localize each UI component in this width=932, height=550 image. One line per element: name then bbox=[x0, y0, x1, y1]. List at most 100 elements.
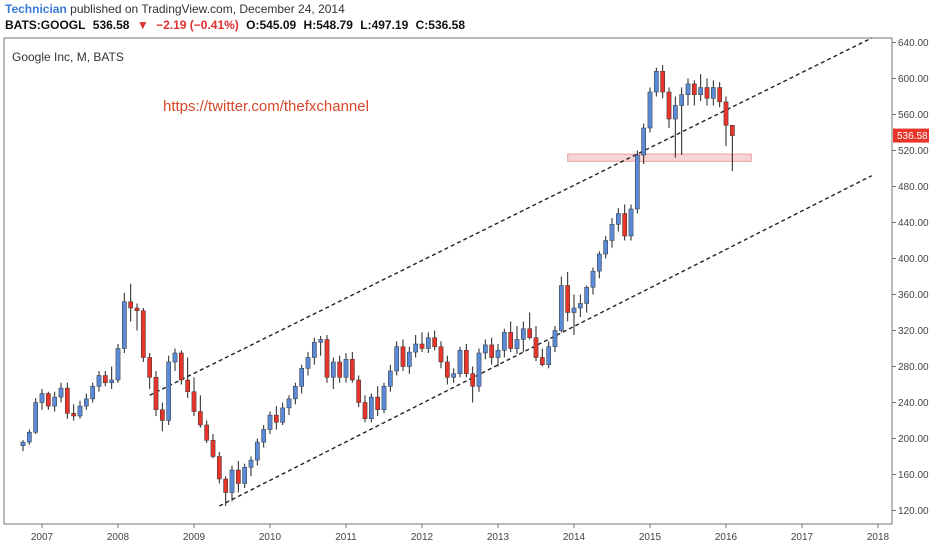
zone-rect bbox=[567, 153, 752, 162]
candle bbox=[647, 87, 653, 133]
y-tick-label: 560.00 bbox=[898, 110, 929, 121]
candle bbox=[489, 337, 495, 365]
candle-body bbox=[337, 361, 343, 378]
candle-body bbox=[584, 287, 590, 304]
candle bbox=[653, 67, 659, 97]
candle bbox=[102, 371, 108, 387]
candle-body bbox=[438, 346, 444, 363]
candle-body bbox=[343, 359, 349, 378]
candle bbox=[691, 80, 697, 106]
candle bbox=[77, 400, 83, 419]
candle-body bbox=[178, 352, 184, 381]
watermark-url: https://twitter.com/thefxchannel bbox=[163, 98, 369, 115]
candle-body bbox=[527, 328, 533, 338]
x-tick-label: 2013 bbox=[487, 532, 510, 543]
candle-body bbox=[356, 379, 362, 403]
candle bbox=[216, 452, 222, 484]
candle bbox=[311, 337, 317, 365]
candle-body bbox=[58, 387, 64, 398]
close-value: 536.58 bbox=[428, 18, 465, 32]
x-tick-label: 2011 bbox=[335, 532, 357, 543]
x-tick-label: 2008 bbox=[107, 532, 130, 543]
candle-body bbox=[672, 105, 678, 120]
candle-body bbox=[590, 270, 596, 288]
y-tick-label: 360.00 bbox=[898, 290, 929, 301]
candle bbox=[432, 330, 438, 351]
y-tick-label: 200.00 bbox=[898, 434, 929, 445]
candle-body bbox=[185, 379, 191, 392]
candle bbox=[463, 344, 469, 378]
candle bbox=[438, 341, 444, 369]
x-tick-label: 2018 bbox=[867, 532, 890, 543]
candle-body bbox=[229, 469, 235, 493]
candle bbox=[729, 125, 735, 172]
candle bbox=[286, 395, 292, 416]
candle bbox=[52, 391, 58, 412]
candle bbox=[698, 74, 704, 101]
candle bbox=[394, 341, 400, 376]
candle-body bbox=[96, 375, 102, 387]
candle-body bbox=[134, 307, 140, 311]
x-tick-label: 2016 bbox=[715, 532, 738, 543]
candle-body bbox=[622, 213, 628, 237]
candle-body bbox=[641, 127, 647, 156]
candle bbox=[660, 65, 666, 99]
candle-body bbox=[647, 91, 653, 129]
candle bbox=[552, 326, 558, 353]
candle-body bbox=[102, 375, 108, 383]
candle-body bbox=[77, 405, 83, 417]
candle-body bbox=[546, 346, 552, 365]
candle-body bbox=[147, 357, 153, 378]
y-tick-label: 600.00 bbox=[898, 74, 929, 85]
candle-body bbox=[495, 350, 501, 358]
candle bbox=[273, 406, 279, 430]
ohlc-line: BATS:GOOGL 536.58 ▼ −2.19 (−0.41%) O:545… bbox=[5, 18, 469, 32]
candle-body bbox=[26, 431, 32, 443]
candle bbox=[64, 382, 70, 419]
down-arrow-icon: ▼ bbox=[136, 18, 149, 32]
candle-body bbox=[457, 350, 463, 374]
candle bbox=[153, 371, 159, 416]
candle-body bbox=[451, 373, 457, 378]
candle-body bbox=[660, 71, 666, 93]
candle bbox=[482, 339, 488, 360]
candle-body bbox=[723, 101, 729, 126]
candle-body bbox=[20, 441, 26, 446]
author-link[interactable]: Technician bbox=[5, 2, 67, 16]
candle-body bbox=[470, 373, 476, 387]
candle-body bbox=[539, 357, 545, 365]
y-tick-label: 240.00 bbox=[898, 398, 929, 409]
x-tick-label: 2014 bbox=[563, 532, 586, 543]
y-tick-label: 160.00 bbox=[898, 470, 929, 481]
candle bbox=[501, 328, 507, 358]
candle bbox=[45, 391, 51, 410]
candle-body bbox=[280, 407, 286, 423]
candle-body bbox=[710, 87, 716, 99]
candle-body bbox=[166, 361, 172, 421]
candle bbox=[349, 352, 355, 383]
candle bbox=[520, 321, 526, 353]
candle-body bbox=[501, 332, 507, 351]
candle bbox=[121, 292, 127, 353]
candle bbox=[679, 87, 685, 155]
candle bbox=[457, 346, 463, 378]
trendline bbox=[149, 37, 872, 396]
candle bbox=[577, 294, 583, 317]
candle bbox=[362, 395, 368, 423]
y-tick-label: 120.00 bbox=[898, 506, 929, 517]
candle-body bbox=[406, 351, 412, 367]
candle bbox=[185, 357, 191, 398]
candle-body bbox=[286, 398, 292, 409]
candle bbox=[248, 456, 254, 477]
candle-body bbox=[305, 357, 311, 369]
y-tick-label: 440.00 bbox=[898, 218, 929, 229]
candle bbox=[717, 82, 723, 108]
candle bbox=[96, 371, 102, 392]
publish-text: published on TradingView.com, December 2… bbox=[70, 2, 345, 16]
open-label: O: bbox=[246, 18, 260, 32]
candle-body bbox=[197, 411, 203, 426]
candle-body bbox=[248, 459, 254, 468]
candle-body bbox=[691, 83, 697, 95]
candle-body bbox=[413, 343, 419, 353]
